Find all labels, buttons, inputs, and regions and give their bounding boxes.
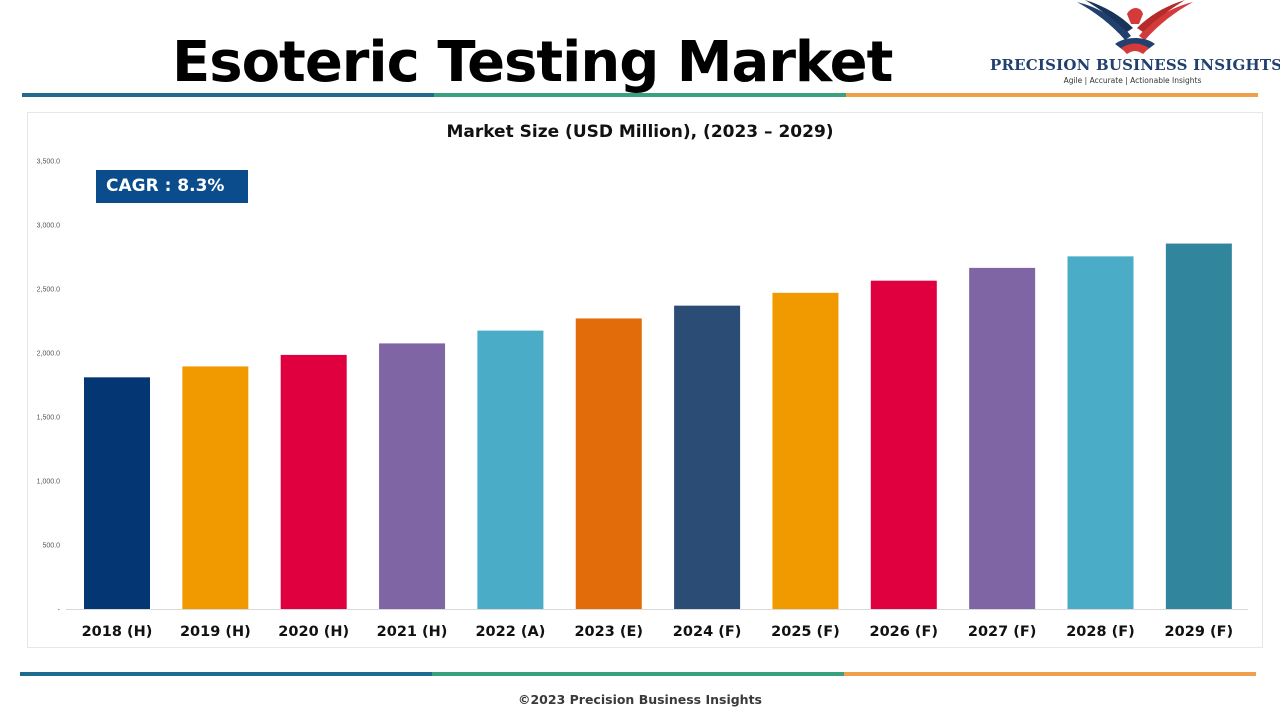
y-tick-label: -	[58, 607, 61, 614]
chart-title: Market Size (USD Million), (2023 – 2029)	[446, 122, 834, 142]
y-tick-label: 3,000.0	[37, 223, 60, 230]
y-tick-label: 500.0	[42, 543, 60, 550]
x-tick-label: 2021 (H)	[377, 624, 448, 640]
x-tick-label: 2018 (H)	[82, 624, 153, 640]
footer-rule-blue	[20, 672, 432, 676]
bar	[969, 267, 1036, 609]
bar	[280, 354, 347, 609]
y-tick-label: 1,500.0	[37, 415, 60, 422]
x-tick-label: 2028 (F)	[1066, 624, 1135, 640]
bar	[575, 318, 642, 609]
bar	[1165, 243, 1232, 609]
header-rule-blue	[22, 93, 434, 97]
bar	[772, 292, 839, 609]
bar	[870, 280, 937, 609]
x-tick-label: 2026 (F)	[870, 624, 939, 640]
bar	[477, 330, 544, 609]
header-rule-green	[434, 93, 846, 97]
y-tick-label: 2,000.0	[37, 351, 60, 358]
eagle-logo-icon	[1077, 0, 1193, 54]
x-tick-label: 2024 (F)	[673, 624, 742, 640]
logo-company-name: PRECISION BUSINESS INSIGHTS	[990, 56, 1280, 74]
x-tick-label: 2023 (E)	[574, 624, 643, 640]
x-tick-label: 2022 (A)	[475, 624, 545, 640]
x-tick-label: 2020 (H)	[278, 624, 349, 640]
y-tick-label: 1,000.0	[37, 479, 60, 486]
bar	[1067, 256, 1134, 609]
footer-rule-green	[432, 672, 844, 676]
header-rule-orange	[846, 93, 1258, 97]
cagr-badge: CAGR : 8.3%	[96, 170, 248, 203]
y-tick-label: 3,500.0	[37, 159, 60, 166]
x-tick-label: 2019 (H)	[180, 624, 251, 640]
bar	[379, 343, 446, 609]
bar	[674, 305, 741, 609]
bar	[84, 377, 150, 609]
page-title: Esoteric Testing Market	[172, 30, 893, 95]
bar	[182, 366, 249, 609]
x-tick-label: 2025 (F)	[771, 624, 840, 640]
x-tick-label: 2027 (F)	[968, 624, 1037, 640]
footer-rule-orange	[844, 672, 1256, 676]
x-tick-label: 2029 (F)	[1165, 624, 1234, 640]
company-logo: PRECISION BUSINESS INSIGHTS Agile | Accu…	[990, 0, 1280, 92]
y-tick-label: 2,500.0	[37, 287, 60, 294]
logo-tagline: Agile | Accurate | Actionable Insights	[1063, 76, 1202, 85]
footer-copyright: ©2023 Precision Business Insights	[517, 692, 762, 707]
